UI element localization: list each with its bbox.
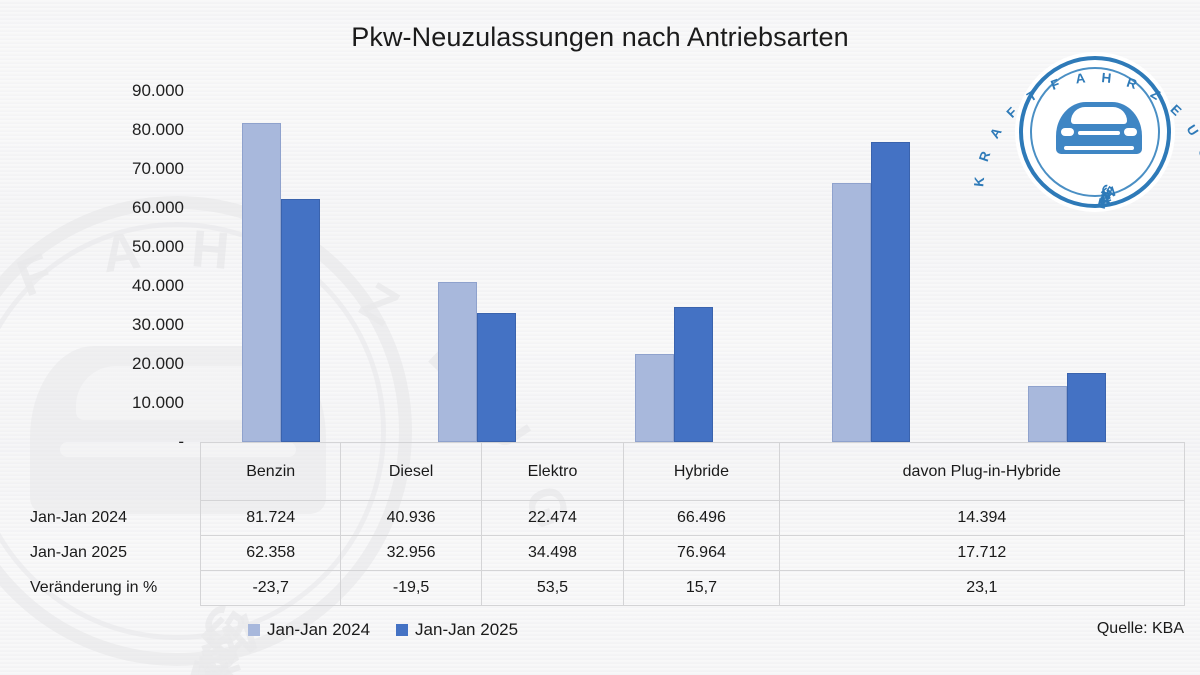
car-windshield xyxy=(1071,107,1127,124)
bar-davon-plug-in-hybride-jan-jan-2024 xyxy=(1028,385,1067,442)
y-axis-tick-label: 40.000 xyxy=(132,276,184,295)
car-headlight-left xyxy=(1061,128,1074,136)
table-cell: 17.712 xyxy=(778,535,1186,571)
page-title: Pkw-Neuzulassungen nach Antriebsarten xyxy=(351,22,849,52)
bar-davon-plug-in-hybride-jan-jan-2025 xyxy=(1067,372,1106,442)
bar-benzin-jan-jan-2024 xyxy=(242,123,281,442)
bar-diesel-jan-jan-2024 xyxy=(438,282,477,442)
table-row-label: Jan-Jan 2024 xyxy=(30,508,127,526)
table-cell: 81.724 xyxy=(199,500,342,536)
table-cell: 15,7 xyxy=(623,570,780,606)
bar-elektro-jan-jan-2025 xyxy=(674,307,713,442)
table-cell: 34.498 xyxy=(480,535,625,571)
table-column-header: Diesel xyxy=(340,442,482,501)
legend-label: Jan-Jan 2025 xyxy=(415,620,519,639)
table-cell: 66.496 xyxy=(623,500,780,536)
table-row-label: Jan-Jan 2025 xyxy=(30,543,127,561)
table-row: -23,7 -19,5 53,5 15,7 23,1 xyxy=(199,570,1186,606)
table-cell: 22.474 xyxy=(480,500,625,536)
source-label: Quelle: KBA xyxy=(1096,620,1184,637)
y-axis-tick-label: 70.000 xyxy=(132,159,184,178)
badge-inner-ring xyxy=(1030,67,1160,197)
bar-diesel-jan-jan-2025 xyxy=(477,313,516,442)
table-cell: 40.936 xyxy=(340,500,482,536)
table-column-header: davon Plug-in-Hybride xyxy=(778,442,1186,501)
y-axis-tick-label: 20.000 xyxy=(132,354,184,373)
table-row: 81.724 40.936 22.474 66.496 14.394 xyxy=(199,500,1186,536)
table-column-header: Elektro xyxy=(480,442,625,501)
table-cell: 32.956 xyxy=(340,535,482,571)
table-column-header: Benzin xyxy=(199,442,342,501)
table-header-row: Benzin Diesel Elektro Hybride davon Plug-in-… xyxy=(199,442,1186,501)
table-cell: 53,5 xyxy=(480,570,625,606)
y-axis-tick-label: 50.000 xyxy=(132,237,184,256)
table-cell: 62.358 xyxy=(199,535,342,571)
legend-item[interactable]: Jan-Jan 2024 xyxy=(248,620,370,640)
car-headlight-right xyxy=(1124,128,1137,136)
bar-elektro-jan-jan-2024 xyxy=(635,354,674,442)
car-bumper xyxy=(1064,146,1134,150)
car-icon xyxy=(1056,102,1142,154)
bar-hybride-jan-jan-2024 xyxy=(832,182,871,442)
legend-swatch-icon xyxy=(396,624,409,636)
y-axis-tick-label: 90.000 xyxy=(132,81,184,100)
y-axis-tick-label: 30.000 xyxy=(132,315,184,334)
y-axis-tick-label: 10.000 xyxy=(132,393,184,412)
legend-swatch-icon xyxy=(248,624,260,636)
legend-label: Jan-Jan 2024 xyxy=(267,620,371,639)
chart-legend: Jan-Jan 2024 Jan-Jan 2025 xyxy=(248,620,518,640)
table-cell: -23,7 xyxy=(199,570,342,606)
table-cell: 23,1 xyxy=(778,570,1186,606)
table-cell: 14.394 xyxy=(778,500,1186,536)
car-grille xyxy=(1078,131,1120,135)
y-axis-tick-label: 60.000 xyxy=(132,198,184,217)
legend-item[interactable]: Jan-Jan 2025 xyxy=(396,620,518,640)
y-axis-tick-label: - xyxy=(178,432,184,451)
bar-benzin-jan-jan-2025 xyxy=(281,198,320,442)
table-cell: -19,5 xyxy=(340,570,482,606)
table-cell: 76.964 xyxy=(623,535,780,571)
table-row: 62.358 32.956 34.498 76.964 17.712 xyxy=(199,535,1186,571)
table-column-header: Hybride xyxy=(623,442,780,501)
y-axis-tick-label: 80.000 xyxy=(132,120,184,139)
table-row-label: Veränderung in % xyxy=(30,578,158,596)
data-table: Benzin Diesel Elektro Hybride davon Plug-in-… xyxy=(199,442,1186,606)
bar-hybride-jan-jan-2025 xyxy=(871,141,910,442)
